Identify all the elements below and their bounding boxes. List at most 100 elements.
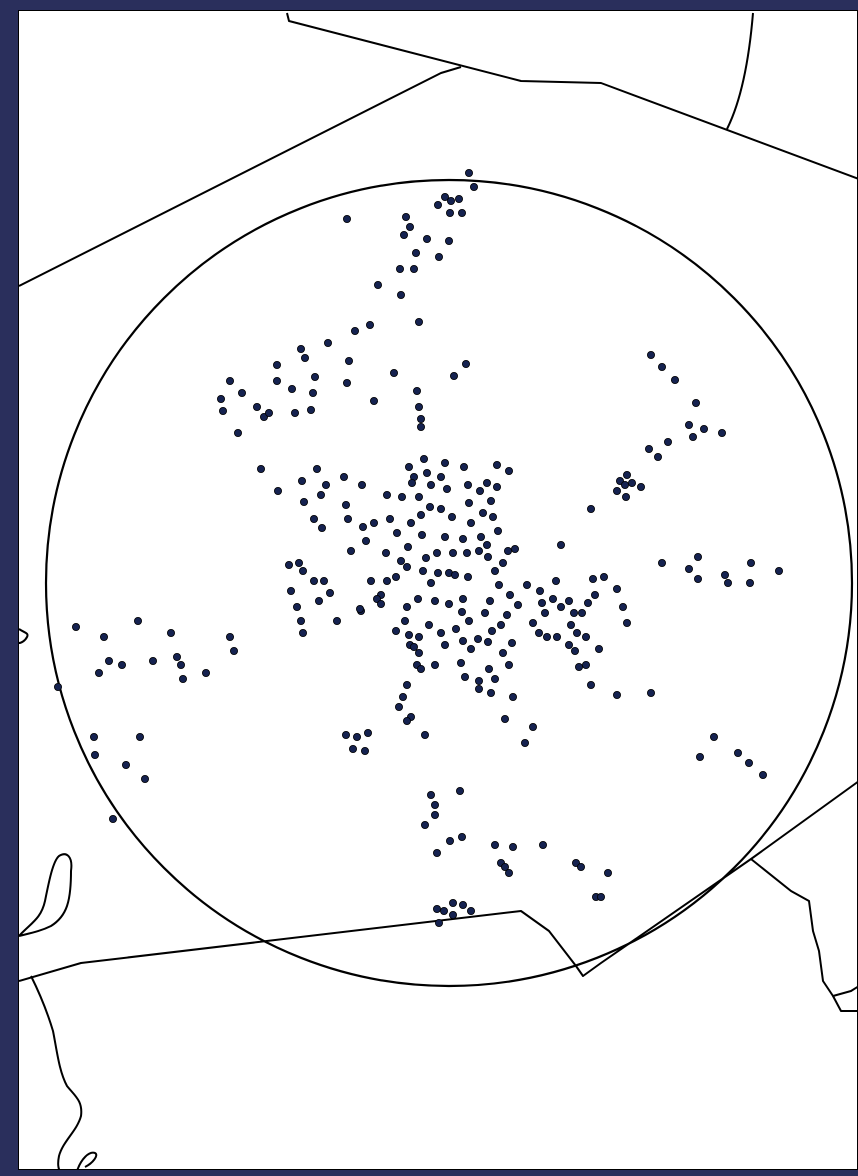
point-marker[interactable] xyxy=(647,689,656,698)
point-marker[interactable] xyxy=(323,338,332,347)
point-marker[interactable] xyxy=(252,402,261,411)
point-marker[interactable] xyxy=(476,533,485,542)
point-marker[interactable] xyxy=(397,492,406,501)
point-marker[interactable] xyxy=(298,567,307,576)
point-marker[interactable] xyxy=(444,236,453,245)
point-marker[interactable] xyxy=(496,621,505,630)
point-marker[interactable] xyxy=(416,510,425,519)
point-marker[interactable] xyxy=(457,208,466,217)
point-marker[interactable] xyxy=(417,531,426,540)
point-marker[interactable] xyxy=(490,841,499,850)
point-marker[interactable] xyxy=(466,519,475,528)
point-marker[interactable] xyxy=(401,212,410,221)
point-marker[interactable] xyxy=(658,362,667,371)
point-marker[interactable] xyxy=(500,715,509,724)
point-marker[interactable] xyxy=(332,617,341,626)
point-marker[interactable] xyxy=(264,408,273,417)
point-marker[interactable] xyxy=(589,575,598,584)
point-marker[interactable] xyxy=(398,693,407,702)
point-marker[interactable] xyxy=(483,638,492,647)
point-marker[interactable] xyxy=(775,567,784,576)
point-marker[interactable] xyxy=(529,723,538,732)
point-marker[interactable] xyxy=(352,733,361,742)
point-marker[interactable] xyxy=(436,629,445,638)
point-marker[interactable] xyxy=(425,502,434,511)
point-marker[interactable] xyxy=(424,621,433,630)
point-marker[interactable] xyxy=(418,567,427,576)
point-marker[interactable] xyxy=(549,595,558,604)
point-marker[interactable] xyxy=(539,841,548,850)
point-marker[interactable] xyxy=(658,559,667,568)
point-marker[interactable] xyxy=(430,597,439,606)
point-marker[interactable] xyxy=(341,731,350,740)
point-marker[interactable] xyxy=(166,629,175,638)
point-marker[interactable] xyxy=(498,649,507,658)
point-marker[interactable] xyxy=(521,739,530,748)
point-marker[interactable] xyxy=(376,600,385,609)
point-marker[interactable] xyxy=(434,919,443,928)
point-marker[interactable] xyxy=(502,611,511,620)
point-marker[interactable] xyxy=(407,478,416,487)
point-marker[interactable] xyxy=(487,627,496,636)
point-marker[interactable] xyxy=(466,907,475,916)
point-marker[interactable] xyxy=(411,248,420,257)
point-marker[interactable] xyxy=(436,472,445,481)
point-marker[interactable] xyxy=(710,733,719,742)
point-marker[interactable] xyxy=(414,317,423,326)
point-marker[interactable] xyxy=(440,458,449,467)
point-marker[interactable] xyxy=(310,372,319,381)
point-marker[interactable] xyxy=(122,761,131,770)
point-marker[interactable] xyxy=(692,398,701,407)
point-marker[interactable] xyxy=(287,384,296,393)
point-marker[interactable] xyxy=(316,490,325,499)
point-marker[interactable] xyxy=(382,490,391,499)
point-marker[interactable] xyxy=(458,901,467,910)
point-marker[interactable] xyxy=(745,759,754,768)
point-marker[interactable] xyxy=(392,529,401,538)
point-marker[interactable] xyxy=(486,496,495,505)
point-marker[interactable] xyxy=(734,749,743,758)
point-marker[interactable] xyxy=(587,504,596,513)
point-marker[interactable] xyxy=(504,661,513,670)
point-marker[interactable] xyxy=(218,406,227,415)
point-marker[interactable] xyxy=(430,801,439,810)
point-marker[interactable] xyxy=(571,647,580,656)
point-marker[interactable] xyxy=(339,472,348,481)
point-marker[interactable] xyxy=(567,621,576,630)
point-marker[interactable] xyxy=(343,515,352,524)
point-marker[interactable] xyxy=(419,454,428,463)
point-marker[interactable] xyxy=(445,208,454,217)
point-marker[interactable] xyxy=(409,264,418,273)
point-marker[interactable] xyxy=(396,557,405,566)
point-marker[interactable] xyxy=(514,601,523,610)
point-marker[interactable] xyxy=(505,591,514,600)
point-marker[interactable] xyxy=(685,565,694,574)
point-marker[interactable] xyxy=(256,464,265,473)
point-marker[interactable] xyxy=(490,567,499,576)
point-marker[interactable] xyxy=(54,683,63,692)
point-marker[interactable] xyxy=(414,402,423,411)
point-marker[interactable] xyxy=(587,681,596,690)
point-marker[interactable] xyxy=(225,633,234,642)
point-marker[interactable] xyxy=(482,478,491,487)
point-marker[interactable] xyxy=(442,484,451,493)
point-marker[interactable] xyxy=(622,492,631,501)
point-marker[interactable] xyxy=(233,428,242,437)
point-marker[interactable] xyxy=(553,633,562,642)
point-marker[interactable] xyxy=(694,553,703,562)
point-marker[interactable] xyxy=(414,492,423,501)
point-marker[interactable] xyxy=(541,609,550,618)
point-marker[interactable] xyxy=(308,388,317,397)
point-marker[interactable] xyxy=(510,545,519,554)
point-marker[interactable] xyxy=(201,669,210,678)
point-marker[interactable] xyxy=(464,617,473,626)
point-marker[interactable] xyxy=(406,519,415,528)
point-marker[interactable] xyxy=(309,515,318,524)
point-marker[interactable] xyxy=(463,480,472,489)
point-marker[interactable] xyxy=(178,675,187,684)
point-marker[interactable] xyxy=(462,549,471,558)
point-marker[interactable] xyxy=(577,863,586,872)
point-marker[interactable] xyxy=(474,685,483,694)
point-marker[interactable] xyxy=(237,388,246,397)
point-marker[interactable] xyxy=(404,462,413,471)
